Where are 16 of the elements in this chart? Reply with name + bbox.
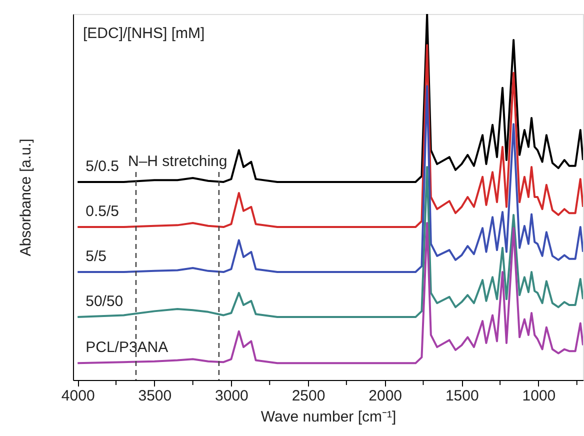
x-tick-label: 3000 xyxy=(215,388,248,404)
x-tick-label: 4000 xyxy=(61,388,95,404)
x-axis-title: Wave number [cm⁻¹] xyxy=(260,408,396,426)
y-axis-title: Absorbance [a.u.] xyxy=(18,138,34,256)
x-tick-label: 1000 xyxy=(522,388,556,404)
series-label: 5/5 xyxy=(86,248,106,266)
x-tick-label: 3500 xyxy=(138,388,172,404)
x-tick-label: 2000 xyxy=(368,388,402,404)
series-label: 5/0.5 xyxy=(86,158,119,175)
x-tick-label: 2500 xyxy=(292,388,326,404)
series-label: PCL/P3ANA xyxy=(86,339,168,356)
series-label: 0.5/5 xyxy=(86,203,119,220)
annotation: N–H stretching xyxy=(128,153,228,170)
x-tick-label: 1500 xyxy=(445,388,479,404)
series-label: 50/50 xyxy=(86,293,124,310)
legend-title: [EDC]/[NHS] [mM] xyxy=(83,25,205,42)
